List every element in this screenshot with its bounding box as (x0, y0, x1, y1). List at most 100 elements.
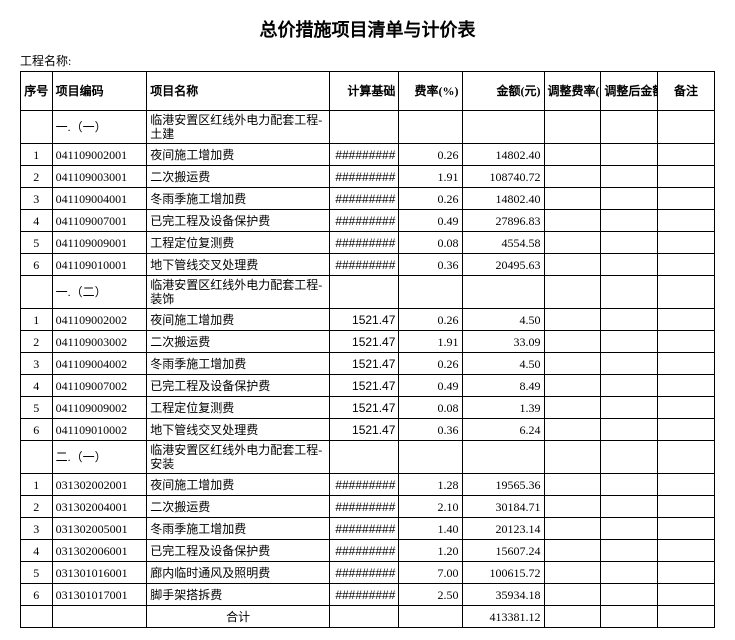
cell-adj-rate (544, 166, 601, 188)
cell-note (658, 562, 715, 584)
project-name-label: 工程名称: (20, 52, 715, 69)
cell-seq: 5 (21, 397, 53, 419)
cell-name: 二次搬运费 (147, 496, 330, 518)
header-code: 项目编码 (52, 72, 147, 111)
cell-adj-amount (601, 210, 658, 232)
cell-basis: 1521.47 (330, 353, 399, 375)
cell-adj-amount (601, 496, 658, 518)
cell-rate: 0.26 (399, 353, 462, 375)
cell-seq: 5 (21, 232, 53, 254)
cell-note (658, 276, 715, 309)
cell-adj-amount (601, 276, 658, 309)
cell-name: 临港安置区红线外电力配套工程-安装 (147, 441, 330, 474)
cell-basis (330, 606, 399, 628)
cell-name: 夜间施工增加费 (147, 474, 330, 496)
cell-rate (399, 606, 462, 628)
cell-basis: 1521.47 (330, 309, 399, 331)
cell-basis: 1521.47 (330, 419, 399, 441)
cell-name: 二次搬运费 (147, 331, 330, 353)
cell-basis (330, 441, 399, 474)
cell-seq: 4 (21, 210, 53, 232)
table-row: 5041109009001工程定位复测费#########0.084554.58 (21, 232, 715, 254)
cell-seq: 1 (21, 309, 53, 331)
cell-rate: 0.08 (399, 232, 462, 254)
cell-rate: 2.10 (399, 496, 462, 518)
table-row: 1041109002001夜间施工增加费#########0.2614802.4… (21, 144, 715, 166)
cell-name: 夜间施工增加费 (147, 309, 330, 331)
table-row: 一.（一）临港安置区红线外电力配套工程-土建 (21, 111, 715, 144)
cell-name: 临港安置区红线外电力配套工程-装饰 (147, 276, 330, 309)
table-row: 4041109007001已完工程及设备保护费#########0.492789… (21, 210, 715, 232)
cell-rate: 0.36 (399, 254, 462, 276)
cell-note (658, 331, 715, 353)
header-note: 备注 (658, 72, 715, 111)
cell-name: 已完工程及设备保护费 (147, 375, 330, 397)
cell-adj-amount (601, 540, 658, 562)
cell-note (658, 166, 715, 188)
header-name: 项目名称 (147, 72, 330, 111)
table-row: 2041109003001二次搬运费#########1.91108740.72 (21, 166, 715, 188)
cell-code: 041109009001 (52, 232, 147, 254)
cell-adj-amount (601, 606, 658, 628)
cell-amount: 14802.40 (462, 188, 544, 210)
cell-basis: ######### (330, 210, 399, 232)
table-row: 2031302004001二次搬运费#########2.1030184.71 (21, 496, 715, 518)
cell-code: 一.（一） (52, 111, 147, 144)
cell-rate: 1.91 (399, 166, 462, 188)
table-row: 1031302002001夜间施工增加费#########1.2819565.3… (21, 474, 715, 496)
cell-name: 临港安置区红线外电力配套工程-土建 (147, 111, 330, 144)
cell-seq: 6 (21, 254, 53, 276)
cell-name: 冬雨季施工增加费 (147, 188, 330, 210)
cell-adj-rate (544, 562, 601, 584)
cell-amount: 27896.83 (462, 210, 544, 232)
cell-adj-amount (601, 353, 658, 375)
cell-name: 脚手架搭拆费 (147, 584, 330, 606)
cell-seq: 2 (21, 331, 53, 353)
cell-amount: 33.09 (462, 331, 544, 353)
cell-amount: 1.39 (462, 397, 544, 419)
cell-seq (21, 441, 53, 474)
header-amount: 金额(元) (462, 72, 544, 111)
cell-rate: 2.50 (399, 584, 462, 606)
cell-name: 二次搬运费 (147, 166, 330, 188)
cell-seq: 3 (21, 188, 53, 210)
cell-basis: ######### (330, 562, 399, 584)
pricing-table: 序号 项目编码 项目名称 计算基础 费率(%) 金额(元) 调整费率(%) 调整… (20, 71, 715, 628)
cell-adj-rate (544, 441, 601, 474)
cell-amount: 100615.72 (462, 562, 544, 584)
cell-rate: 7.00 (399, 562, 462, 584)
cell-adj-amount (601, 562, 658, 584)
cell-note (658, 144, 715, 166)
cell-rate: 1.20 (399, 540, 462, 562)
cell-code: 041109004002 (52, 353, 147, 375)
cell-seq: 5 (21, 562, 53, 584)
cell-basis (330, 111, 399, 144)
cell-basis: ######### (330, 166, 399, 188)
cell-rate: 0.36 (399, 419, 462, 441)
cell-note (658, 606, 715, 628)
cell-name: 已完工程及设备保护费 (147, 210, 330, 232)
cell-code: 041109010002 (52, 419, 147, 441)
cell-adj-rate (544, 232, 601, 254)
cell-basis: ######### (330, 474, 399, 496)
header-basis: 计算基础 (330, 72, 399, 111)
cell-note (658, 518, 715, 540)
cell-code: 041109002001 (52, 144, 147, 166)
cell-amount: 4.50 (462, 309, 544, 331)
cell-rate (399, 111, 462, 144)
cell-basis: ######### (330, 496, 399, 518)
cell-seq: 1 (21, 144, 53, 166)
cell-seq: 2 (21, 166, 53, 188)
page-title: 总价措施项目清单与计价表 (20, 16, 715, 42)
table-row: 5031301016001廊内临时通风及照明费#########7.001006… (21, 562, 715, 584)
header-rate: 费率(%) (399, 72, 462, 111)
cell-adj-amount (601, 254, 658, 276)
cell-rate: 0.26 (399, 309, 462, 331)
cell-basis: 1521.47 (330, 331, 399, 353)
cell-rate (399, 441, 462, 474)
cell-amount (462, 111, 544, 144)
cell-adj-amount (601, 331, 658, 353)
cell-adj-rate (544, 474, 601, 496)
cell-seq: 3 (21, 518, 53, 540)
cell-amount: 413381.12 (462, 606, 544, 628)
